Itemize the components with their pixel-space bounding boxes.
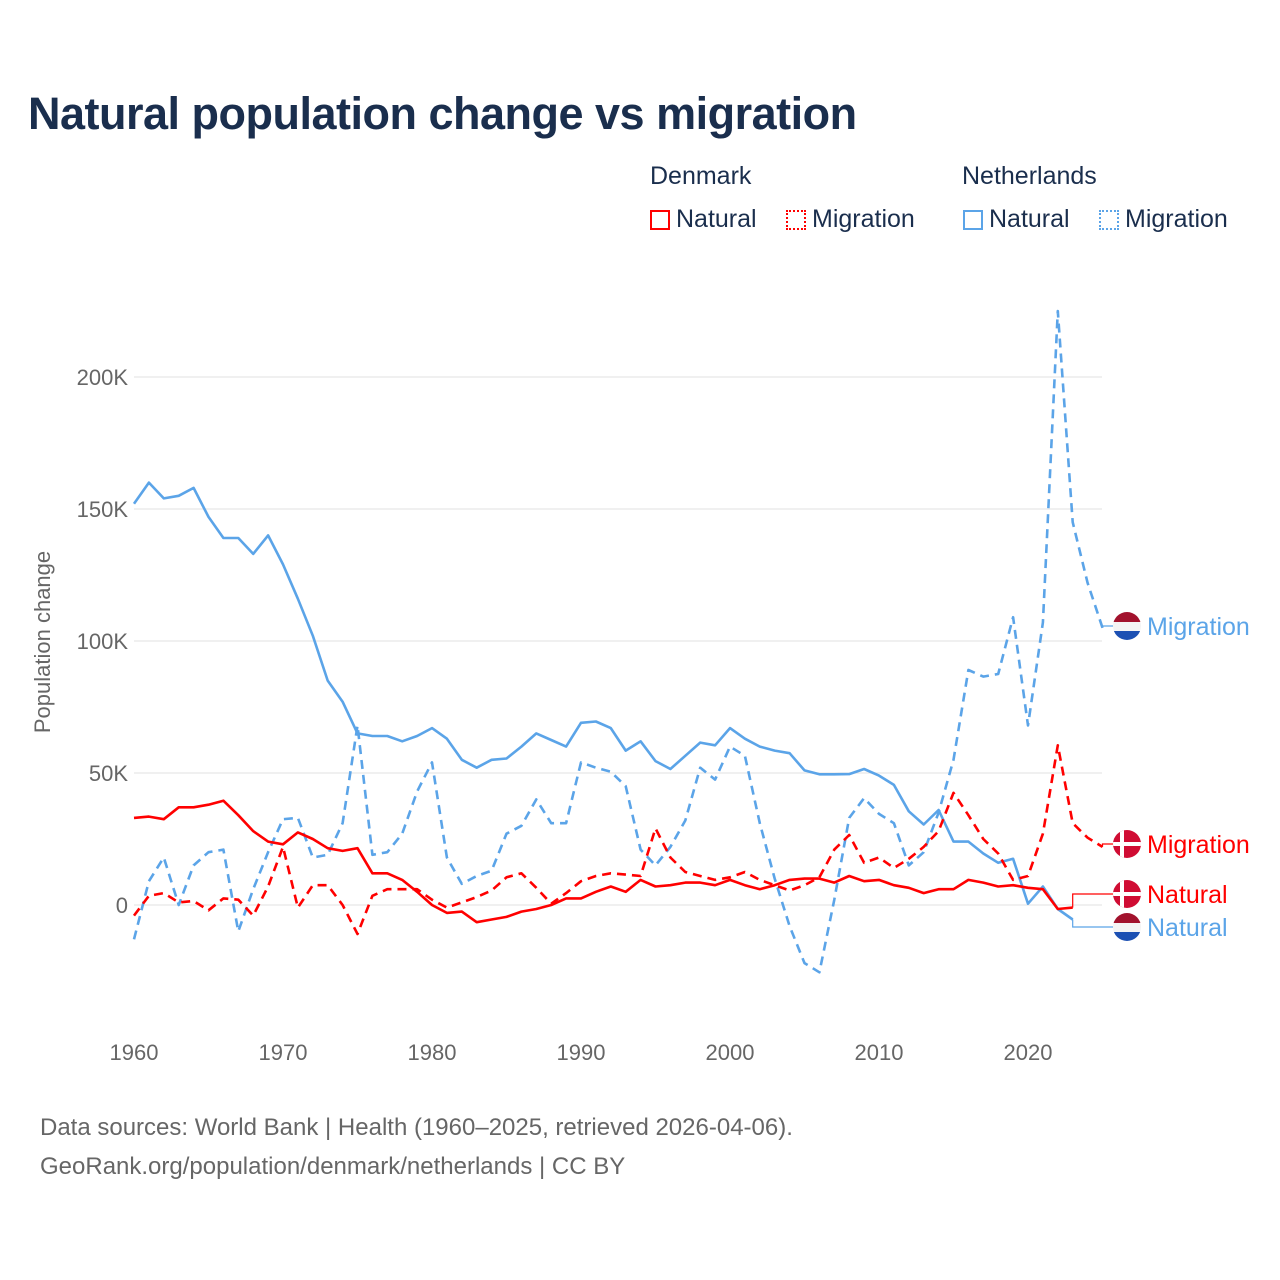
flag-stripe xyxy=(1113,913,1141,923)
legend-item-denmark-natural[interactable]: Natural xyxy=(650,205,757,234)
series-line-netherlands-migration xyxy=(132,309,1104,974)
attribution-link[interactable]: GeoRank.org/population/denmark/netherlan… xyxy=(40,1153,626,1180)
footer: Data sources: World Bank | Health (1960–… xyxy=(40,1108,793,1186)
x-tick-label: 1960 xyxy=(110,1040,159,1065)
flag-stripe xyxy=(1113,923,1141,932)
legend-item-netherlands-migration[interactable]: Migration xyxy=(1099,205,1228,234)
solid-swatch-icon xyxy=(650,209,670,230)
netherlands-flag-icon xyxy=(1113,913,1141,941)
y-axis-label: Population change xyxy=(30,551,55,733)
chart-title: Natural population change vs migration xyxy=(28,88,857,139)
end-label: Natural xyxy=(1147,914,1228,942)
y-tick-label: 0 xyxy=(116,893,128,918)
legend-label: Migration xyxy=(1125,205,1228,233)
y-tick-label: 50K xyxy=(89,761,128,786)
end-label: Natural xyxy=(1147,881,1228,909)
flag-cross xyxy=(1113,842,1141,846)
denmark-flag-icon xyxy=(1113,880,1141,908)
legend-label: Migration xyxy=(812,205,915,233)
x-tick-label: 2010 xyxy=(855,1040,904,1065)
x-tick-label: 2000 xyxy=(706,1040,755,1065)
x-tick-label: 2020 xyxy=(1004,1040,1053,1065)
source-text: Data sources: World Bank | Health (1960–… xyxy=(40,1114,793,1141)
x-tick-label: 1990 xyxy=(557,1040,606,1065)
netherlands-flag-icon xyxy=(1113,612,1141,640)
end-label: Migration xyxy=(1147,613,1250,641)
y-tick-label: 150K xyxy=(77,497,129,522)
series-line-denmark-natural xyxy=(133,799,1073,924)
series-line-denmark-migration xyxy=(132,743,1104,936)
series-line-netherlands-natural xyxy=(132,481,1074,921)
denmark-flag-icon xyxy=(1113,830,1141,858)
flag-stripe xyxy=(1113,622,1141,631)
flag-cross xyxy=(1113,892,1141,896)
legend-item-denmark-migration[interactable]: Migration xyxy=(786,205,915,234)
legend-label: Natural xyxy=(676,205,757,233)
label-connector xyxy=(1072,893,1113,908)
label-connector xyxy=(1101,625,1113,628)
y-tick-label: 100K xyxy=(77,629,129,654)
dotted-swatch-icon xyxy=(1099,209,1119,230)
legend-group-netherlands: Netherlands xyxy=(962,162,1097,190)
flag-stripe xyxy=(1113,932,1141,941)
flag-stripe xyxy=(1113,631,1141,640)
solid-swatch-icon xyxy=(963,209,983,230)
legend-item-netherlands-natural[interactable]: Natural xyxy=(963,205,1070,234)
legend-label: Natural xyxy=(989,205,1070,233)
dotted-swatch-icon xyxy=(786,209,806,230)
x-tick-label: 1980 xyxy=(408,1040,457,1065)
label-connector xyxy=(1101,843,1113,847)
y-tick-label: 200K xyxy=(77,365,129,390)
legend-group-denmark: Denmark xyxy=(650,162,752,190)
flag-stripe xyxy=(1113,612,1141,622)
label-connector xyxy=(1072,919,1113,928)
x-tick-label: 1970 xyxy=(259,1040,308,1065)
end-label: Migration xyxy=(1147,831,1250,859)
